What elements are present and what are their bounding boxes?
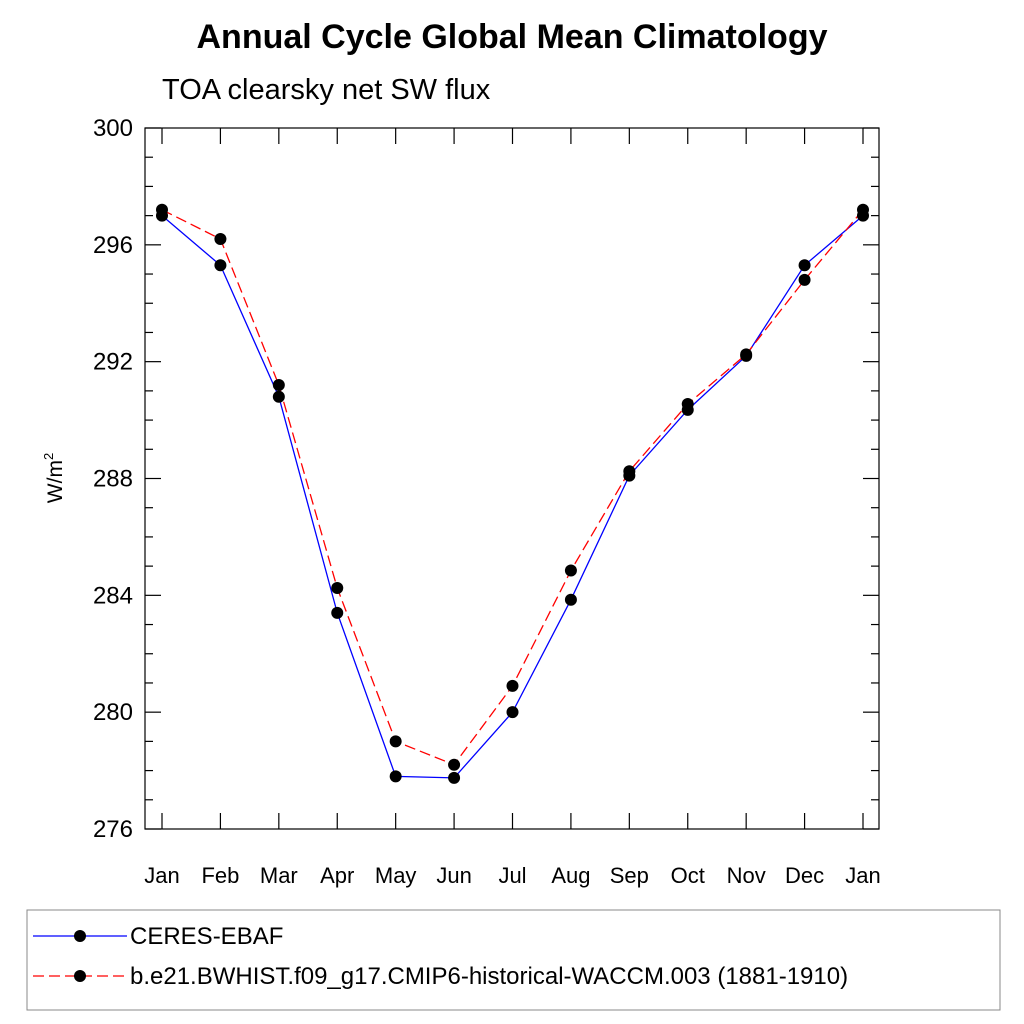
x-tick-label: Mar	[260, 863, 298, 888]
y-axis-label-superscript: 2	[41, 453, 56, 460]
series-1-point	[506, 706, 519, 719]
x-tick-label: Feb	[201, 863, 239, 888]
x-tick-label: Sep	[610, 863, 649, 888]
x-tick-label: Dec	[785, 863, 824, 888]
x-tick-label: Jan	[845, 863, 880, 888]
series-2-point	[272, 379, 285, 392]
series-2-point	[448, 758, 461, 771]
y-tick-label: 296	[93, 232, 133, 259]
y-axis-label-text: W/m	[44, 460, 67, 503]
series-2-point	[857, 203, 869, 216]
y-tick-label: 300	[93, 115, 133, 142]
x-tick-label: Nov	[727, 863, 766, 888]
x-tick-label: Oct	[671, 863, 705, 888]
chart-subtitle: TOA clearsky net SW flux	[162, 74, 491, 106]
series-2-point	[389, 735, 402, 748]
series-1-point	[272, 390, 285, 403]
series-2-point	[214, 232, 227, 245]
series-line-1	[161, 215, 864, 779]
y-tick-label: 292	[93, 349, 133, 376]
chart-title: Annual Cycle Global Mean Climatology	[197, 18, 828, 56]
y-axis-label: W/m2	[41, 453, 67, 503]
x-tick-label: Jun	[436, 863, 471, 888]
legend-box	[26, 909, 1001, 1011]
legend-marker-1	[74, 930, 86, 942]
series-2-point	[681, 398, 694, 411]
x-tick-label: Jan	[144, 863, 179, 888]
legend-marker-2	[74, 970, 86, 982]
series-1-point	[389, 770, 402, 783]
series-1-point	[214, 259, 227, 272]
plot-frame	[144, 127, 880, 830]
series-2-point	[331, 582, 344, 595]
plot-area: 276 280 284 288 292 296 300 Jan Feb Mar Apr May Jun J…	[93, 115, 881, 888]
series-2-point	[623, 465, 636, 478]
series-2-point	[740, 348, 753, 361]
x-tick-label: Apr	[320, 863, 354, 888]
series-1-point	[448, 771, 461, 784]
legend: CERES-EBAF b.e21.BWHIST.f09_g17.CMIP6-his…	[26, 909, 1001, 1011]
series-2-point	[156, 203, 168, 216]
x-tick-label: May	[375, 863, 417, 888]
svg-text:W/m2: W/m2	[41, 453, 67, 503]
series-2-point	[798, 273, 811, 286]
legend-label-2: b.e21.BWHIST.f09_g17.CMIP6-historical-WA…	[130, 963, 848, 990]
y-tick-label: 284	[93, 582, 133, 609]
x-tick-label: Jul	[498, 863, 526, 888]
series-2-point	[506, 679, 519, 692]
y-tick-label: 276	[93, 816, 133, 843]
series-1-point	[331, 606, 344, 619]
y-tick-label: 280	[93, 699, 133, 726]
x-tick-label: Aug	[551, 863, 590, 888]
series-2-point	[564, 564, 577, 577]
y-tick-label: 288	[93, 466, 133, 493]
series-1-point	[564, 593, 577, 606]
series-1-point	[798, 259, 811, 272]
legend-label-1: CERES-EBAF	[130, 923, 283, 950]
